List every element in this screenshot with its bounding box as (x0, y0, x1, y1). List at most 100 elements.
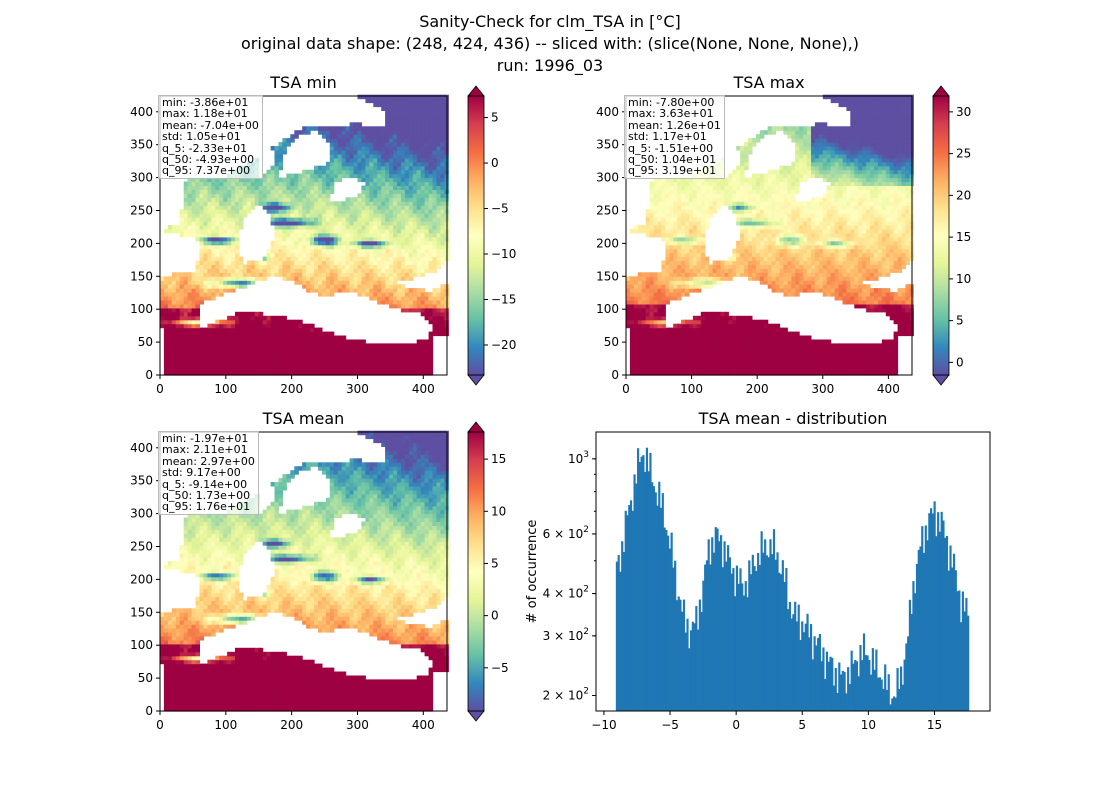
map-cell (365, 343, 370, 348)
map-cell (345, 367, 351, 372)
map-cell (207, 197, 212, 202)
map-cell (826, 351, 832, 356)
map-cell (669, 331, 674, 337)
map-cell (381, 205, 386, 210)
map-cell (377, 94, 382, 100)
map-cell (183, 343, 189, 348)
map-cell (325, 244, 331, 250)
map-cell (294, 240, 299, 246)
map-cell (748, 315, 753, 321)
map-cell (381, 138, 386, 143)
map-cell (365, 260, 370, 265)
map-cell (657, 296, 662, 301)
map-cell (389, 142, 394, 147)
map-cell (357, 150, 362, 155)
map-cell (337, 355, 343, 360)
map-cell (385, 138, 390, 143)
map-cell (211, 284, 216, 289)
map-cell (318, 232, 323, 238)
map-cell (258, 201, 264, 206)
map-cell (783, 367, 788, 372)
map-cell (397, 240, 402, 246)
map-cell (408, 343, 414, 348)
map-cell (266, 264, 272, 269)
map-cell (239, 339, 244, 344)
map-cell (708, 315, 714, 321)
map-cell (373, 288, 378, 293)
map-cell (199, 355, 204, 360)
map-cell (870, 363, 875, 368)
map-cell (440, 319, 445, 325)
map-cell (361, 351, 366, 356)
map-cell (653, 311, 659, 317)
map-cell (227, 240, 232, 246)
map-cell (163, 339, 169, 344)
map-cell (669, 351, 674, 356)
map-cell (740, 339, 745, 344)
map-cell (842, 288, 847, 293)
map-cell (893, 335, 899, 340)
map-cell (235, 185, 240, 190)
map-cell (755, 367, 761, 372)
map-cell (389, 359, 394, 364)
map-cell (183, 363, 189, 368)
map-cell (298, 260, 303, 265)
map-cell (408, 157, 414, 163)
map-cell (708, 347, 714, 352)
map-cell (432, 142, 437, 147)
map-cell (250, 205, 256, 210)
map-cell (432, 102, 437, 108)
map-cell (175, 292, 181, 297)
map-cell (235, 280, 240, 285)
map-cell (645, 331, 651, 337)
map-cell (199, 272, 204, 277)
map-cell (223, 268, 228, 273)
map-cell (215, 323, 220, 329)
map-cell (889, 339, 895, 344)
map-cell (160, 323, 165, 329)
map-cell (321, 240, 327, 246)
map-cell (874, 272, 879, 277)
map-cell (369, 217, 374, 222)
map-cell (167, 339, 173, 344)
map-cell (357, 225, 362, 230)
map-cell (373, 264, 378, 269)
map-cell (250, 359, 256, 364)
map-cell (215, 256, 220, 262)
map-cell (637, 319, 643, 325)
map-cell (167, 311, 173, 317)
map-cell (649, 347, 655, 352)
map-cell (365, 272, 370, 277)
map-cell (751, 367, 757, 372)
map-cell (223, 359, 228, 364)
map-cell (700, 339, 706, 344)
map-cell (814, 256, 820, 262)
panel-title: TSA min (269, 73, 336, 92)
map-cell (811, 351, 816, 356)
map-cell (211, 355, 216, 360)
map-cell (171, 339, 177, 344)
map-cell (689, 319, 694, 325)
map-cell (377, 185, 382, 190)
map-cell (219, 272, 224, 277)
map-cell (708, 351, 714, 356)
map-cell (179, 209, 185, 214)
map-cell (641, 371, 647, 376)
map-cell (369, 209, 374, 214)
map-cell (795, 264, 800, 269)
map-cell (641, 307, 647, 313)
map-cell (677, 256, 682, 262)
map-cell (673, 335, 678, 340)
map-cell (282, 185, 287, 190)
map-cell (400, 232, 406, 238)
map-cell (207, 217, 212, 222)
map-cell (266, 272, 272, 277)
map-cell (412, 189, 418, 194)
map-cell (227, 351, 232, 356)
map-cell (203, 272, 208, 277)
map-cell (278, 217, 283, 222)
map-cell (349, 201, 355, 206)
map-cell (681, 355, 686, 360)
map-cell (385, 110, 390, 115)
map-cell (669, 327, 674, 333)
